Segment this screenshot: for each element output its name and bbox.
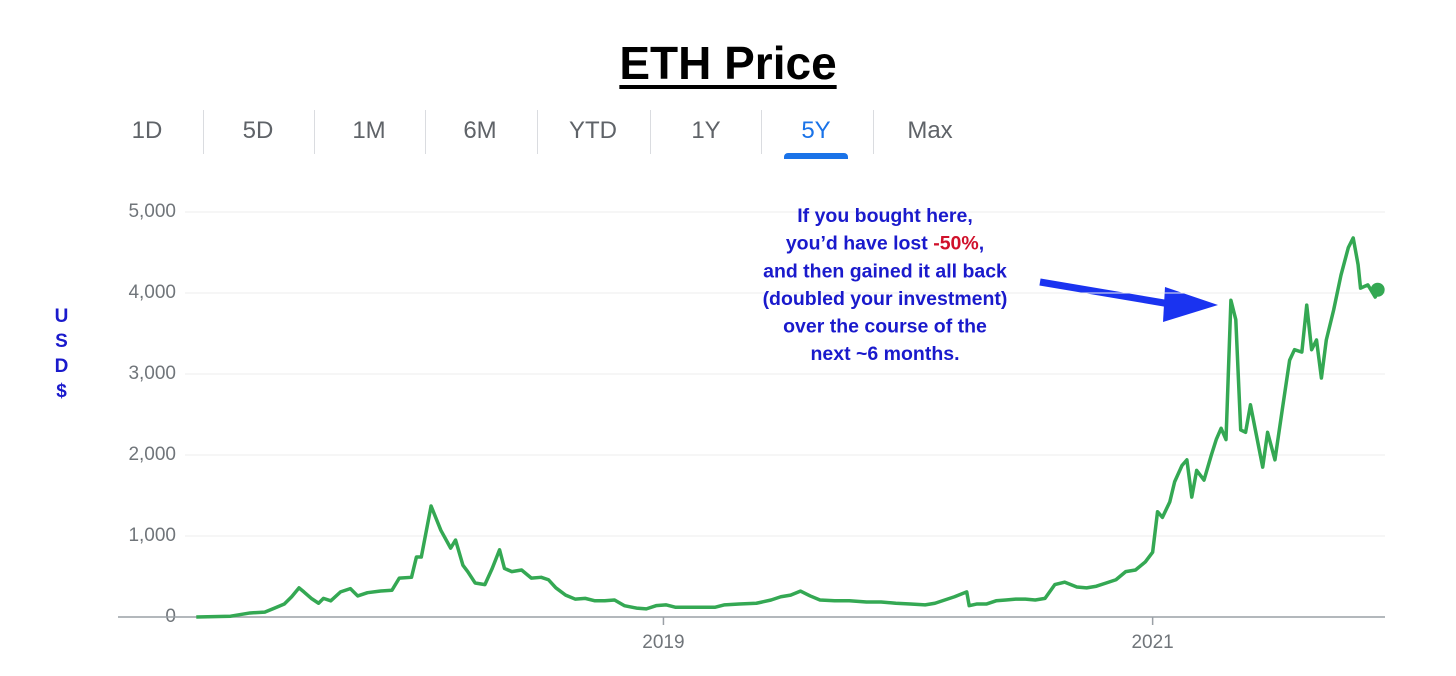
y-axis-label: USD$ — [51, 306, 72, 406]
annotation-line: and then gained it all back — [763, 260, 1007, 282]
y-tick-label: 1,000 — [128, 525, 176, 546]
annotation-line: If you bought here, — [797, 205, 973, 227]
selected-tab-indicator — [784, 153, 848, 159]
range-tab[interactable]: 5D — [242, 117, 274, 144]
tab-separator — [649, 110, 651, 154]
range-tab[interactable]: 1D — [131, 117, 163, 144]
tab-separator — [202, 110, 204, 154]
range-tab[interactable]: 1Y — [691, 117, 721, 144]
annotation-line: you’d have lost -50%, — [786, 233, 984, 255]
y-tick-label: 4,000 — [128, 282, 176, 303]
last-price-dot — [1370, 282, 1385, 297]
tab-separator — [313, 110, 315, 154]
x-tick-label: 2019 — [642, 632, 684, 653]
annotation-text: you’d have lost — [786, 233, 933, 255]
range-tab[interactable]: YTD — [569, 117, 617, 144]
range-tab[interactable]: Max — [907, 117, 953, 144]
chart-title: ETH Price — [619, 37, 837, 89]
range-tab[interactable]: 1M — [352, 117, 386, 144]
tab-separator — [761, 110, 762, 154]
annotation-arrowhead — [1163, 287, 1218, 322]
tab-separator — [424, 110, 426, 154]
range-tab[interactable]: 6M — [463, 117, 497, 144]
price-line — [196, 236, 1380, 619]
annotation-highlight: -50% — [933, 233, 979, 255]
x-tick-label: 2021 — [1131, 632, 1173, 653]
annotation-text: , — [979, 233, 984, 255]
y-tick-label: 5,000 — [128, 201, 176, 222]
y-tick-label: 2,000 — [128, 444, 176, 465]
annotation-line: over the course of the — [783, 316, 987, 338]
annotation-line: next ~6 months. — [811, 343, 960, 365]
range-tabs: 1D 5D 1M 6M YTD 1Y 5Y Max — [0, 108, 1456, 164]
tab-separator — [536, 110, 538, 154]
y-tick-label: 3,000 — [128, 363, 176, 384]
range-tab[interactable]: 5Y — [801, 117, 831, 144]
annotation-line: (doubled your investment) — [763, 288, 1008, 310]
tab-separator — [873, 110, 874, 154]
